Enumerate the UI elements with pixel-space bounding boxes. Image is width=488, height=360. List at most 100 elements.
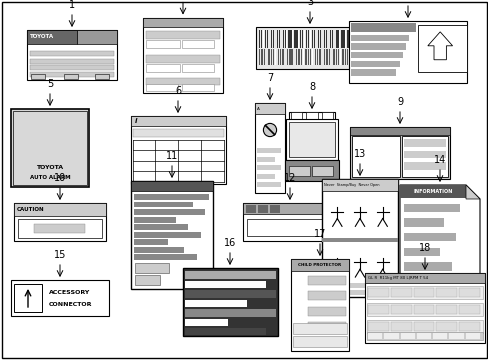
- Bar: [403, 204, 459, 212]
- Bar: [311, 30, 313, 49]
- Bar: [305, 112, 317, 120]
- Bar: [296, 49, 297, 65]
- Bar: [346, 30, 348, 49]
- Bar: [335, 49, 336, 65]
- Bar: [257, 182, 281, 187]
- Bar: [319, 30, 321, 49]
- Bar: [184, 309, 275, 317]
- Bar: [413, 305, 433, 314]
- Bar: [292, 336, 346, 347]
- Bar: [350, 52, 402, 58]
- Bar: [288, 112, 334, 127]
- Bar: [284, 30, 285, 49]
- Circle shape: [332, 198, 341, 207]
- Bar: [290, 30, 291, 49]
- Circle shape: [355, 198, 364, 207]
- Bar: [268, 49, 269, 65]
- Bar: [285, 161, 338, 181]
- Bar: [257, 165, 281, 170]
- Bar: [390, 288, 411, 297]
- Bar: [401, 136, 447, 177]
- Bar: [131, 181, 213, 191]
- Bar: [350, 35, 408, 41]
- Bar: [184, 319, 227, 326]
- Bar: [131, 181, 213, 289]
- Bar: [458, 322, 479, 331]
- Bar: [184, 290, 275, 298]
- Bar: [367, 305, 388, 314]
- Circle shape: [263, 123, 276, 136]
- Bar: [261, 49, 262, 65]
- Text: 9: 9: [396, 97, 402, 107]
- Bar: [11, 280, 109, 316]
- Bar: [270, 49, 271, 65]
- Text: 18: 18: [418, 243, 430, 253]
- Bar: [367, 288, 388, 297]
- Bar: [344, 49, 346, 65]
- Bar: [337, 49, 339, 65]
- Bar: [435, 322, 456, 331]
- Bar: [134, 217, 176, 222]
- Bar: [364, 273, 484, 283]
- Bar: [184, 271, 275, 279]
- Text: AUTO ALARM: AUTO ALARM: [30, 175, 70, 180]
- Bar: [300, 30, 301, 49]
- Bar: [282, 49, 283, 65]
- Bar: [350, 43, 406, 50]
- Bar: [390, 322, 411, 331]
- Bar: [30, 58, 114, 63]
- Circle shape: [44, 136, 56, 148]
- Bar: [286, 49, 287, 65]
- Bar: [134, 255, 196, 260]
- Bar: [350, 30, 351, 49]
- Bar: [31, 74, 45, 78]
- Bar: [356, 49, 357, 65]
- Text: A: A: [257, 107, 259, 111]
- Bar: [358, 30, 360, 49]
- Bar: [34, 224, 84, 233]
- Bar: [307, 30, 309, 49]
- Bar: [76, 30, 117, 44]
- Bar: [311, 166, 332, 176]
- Bar: [366, 303, 482, 316]
- Text: 8: 8: [308, 82, 314, 92]
- Text: 17: 17: [313, 229, 325, 239]
- Circle shape: [293, 285, 305, 297]
- Bar: [308, 307, 346, 316]
- Circle shape: [332, 248, 341, 258]
- Bar: [390, 305, 411, 314]
- Bar: [257, 174, 274, 179]
- Text: 6: 6: [175, 86, 181, 96]
- Bar: [288, 122, 334, 157]
- Bar: [14, 203, 106, 216]
- Circle shape: [355, 248, 364, 258]
- Text: 12: 12: [283, 173, 296, 183]
- Text: TOYOTA: TOYOTA: [30, 35, 54, 40]
- Bar: [309, 49, 311, 65]
- Bar: [146, 84, 177, 91]
- Bar: [288, 30, 289, 49]
- Bar: [298, 49, 299, 65]
- Bar: [134, 202, 192, 207]
- Bar: [367, 322, 388, 331]
- Bar: [142, 18, 223, 27]
- Bar: [403, 139, 445, 147]
- Bar: [256, 27, 363, 69]
- Bar: [146, 64, 179, 72]
- Bar: [325, 283, 394, 288]
- Bar: [279, 49, 281, 65]
- Bar: [30, 51, 114, 56]
- Bar: [313, 30, 315, 49]
- Bar: [278, 30, 279, 49]
- Bar: [134, 209, 204, 215]
- Bar: [27, 30, 76, 44]
- Bar: [30, 65, 114, 70]
- Bar: [309, 30, 310, 49]
- Bar: [319, 49, 320, 65]
- Bar: [448, 333, 463, 339]
- Bar: [342, 49, 343, 65]
- Bar: [366, 332, 482, 340]
- Bar: [403, 248, 439, 256]
- Bar: [417, 25, 467, 72]
- Bar: [321, 112, 333, 120]
